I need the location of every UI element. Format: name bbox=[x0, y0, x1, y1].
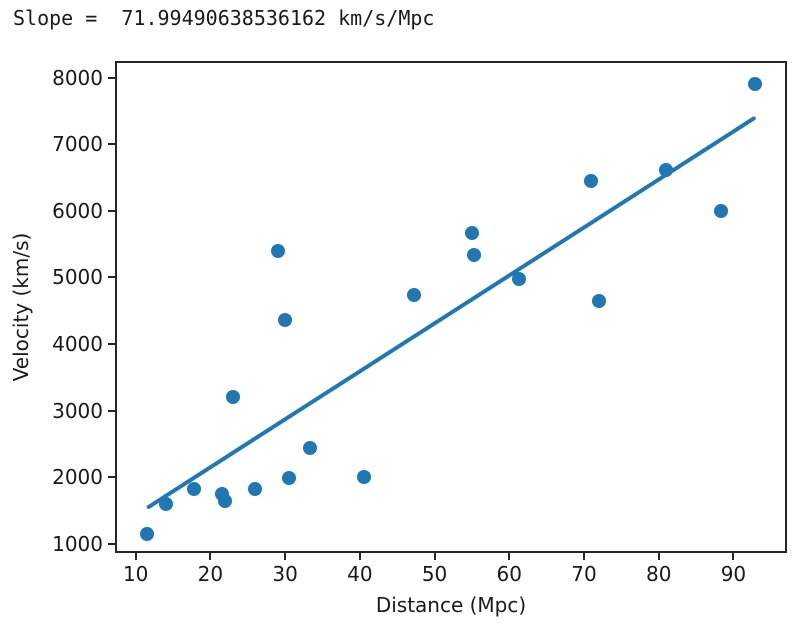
scatter-point bbox=[406, 287, 421, 302]
x-tick-label: 30 bbox=[272, 562, 298, 586]
scatter-point bbox=[248, 482, 263, 497]
y-axis-label: Velocity (km/s) bbox=[9, 232, 33, 382]
x-tick-mark bbox=[508, 553, 511, 560]
x-tick-label: 70 bbox=[571, 562, 597, 586]
x-axis-label: Distance (Mpc) bbox=[375, 593, 527, 617]
x-tick-mark bbox=[657, 553, 660, 560]
y-tick-mark bbox=[108, 209, 115, 212]
x-tick-label: 10 bbox=[122, 562, 149, 586]
x-tick-label: 40 bbox=[347, 562, 373, 586]
x-tick-label: 20 bbox=[197, 562, 224, 586]
x-tick-label: 50 bbox=[421, 562, 448, 586]
y-tick-mark bbox=[108, 76, 115, 79]
scatter-point bbox=[225, 390, 240, 405]
y-tick-mark bbox=[108, 409, 115, 412]
x-tick-label: 60 bbox=[496, 562, 523, 586]
x-tick-mark bbox=[583, 553, 585, 560]
y-tick-label: 5000 bbox=[52, 265, 103, 290]
x-tick-mark bbox=[134, 553, 137, 560]
scatter-point bbox=[356, 470, 371, 485]
y-tick-label: 8000 bbox=[52, 65, 103, 90]
scatter-point bbox=[281, 471, 296, 486]
scatter-point bbox=[302, 441, 317, 456]
scatter-point bbox=[218, 494, 233, 509]
chart-title: Slope = 71.99490638536162 km/s/Mpc bbox=[13, 6, 435, 30]
y-tick-mark bbox=[108, 542, 115, 545]
scatter-point bbox=[591, 293, 606, 308]
y-tick-label: 4000 bbox=[52, 331, 103, 356]
scatter-point bbox=[139, 526, 154, 541]
y-tick-mark bbox=[108, 276, 115, 279]
y-tick-label: 6000 bbox=[52, 198, 103, 223]
y-tick-mark bbox=[108, 143, 115, 146]
y-tick-label: 7000 bbox=[52, 132, 103, 157]
scatter-point bbox=[748, 77, 763, 92]
scatter-point bbox=[713, 203, 728, 218]
x-tick-mark bbox=[209, 553, 212, 560]
y-tick-label: 1000 bbox=[52, 531, 103, 556]
x-tick-mark bbox=[732, 553, 735, 560]
y-tick-mark bbox=[108, 342, 115, 345]
x-tick-mark bbox=[358, 553, 361, 560]
y-tick-label: 3000 bbox=[52, 398, 103, 423]
scatter-point bbox=[584, 173, 599, 188]
scatter-point bbox=[186, 482, 201, 497]
scatter-point bbox=[511, 271, 526, 286]
plot-area bbox=[115, 61, 787, 553]
scatter-point bbox=[464, 226, 479, 241]
x-tick-mark bbox=[284, 553, 287, 560]
scatter-point bbox=[467, 247, 482, 262]
x-tick-label: 90 bbox=[720, 562, 747, 586]
x-tick-label: 80 bbox=[645, 562, 672, 586]
x-tick-mark bbox=[433, 553, 436, 560]
scatter-point bbox=[270, 244, 285, 259]
scatter-point bbox=[278, 312, 293, 327]
y-tick-label: 2000 bbox=[52, 465, 103, 490]
y-tick-mark bbox=[108, 476, 115, 479]
